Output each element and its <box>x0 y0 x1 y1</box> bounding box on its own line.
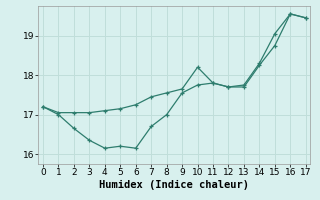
X-axis label: Humidex (Indice chaleur): Humidex (Indice chaleur) <box>100 180 249 190</box>
